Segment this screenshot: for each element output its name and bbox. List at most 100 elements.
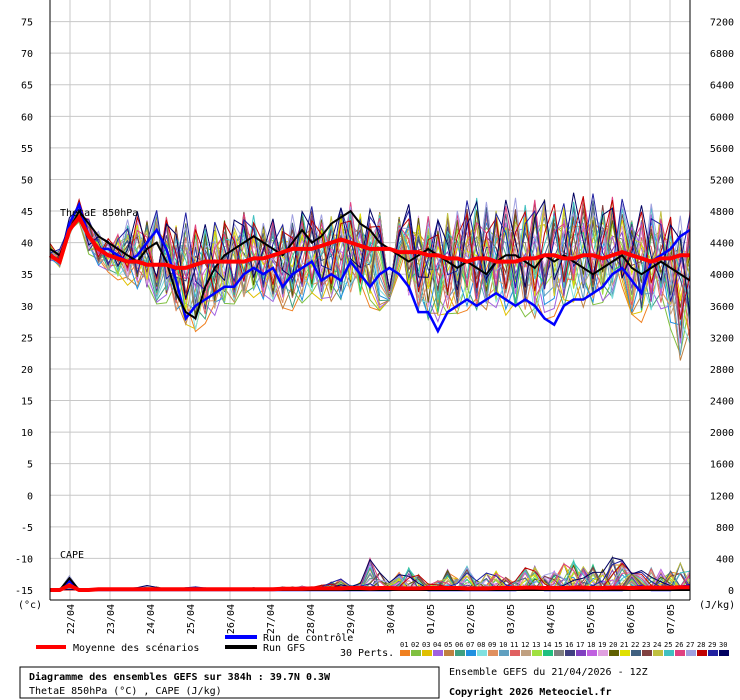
right-tick-label: 1600: [710, 460, 734, 471]
right-tick-label: 0: [728, 586, 734, 597]
pert-legend-label: 26: [675, 641, 683, 649]
perturbation-thetae-line: [49, 203, 691, 324]
pert-legend-swatch: [708, 650, 718, 656]
right-tick-label: 2000: [710, 428, 734, 439]
pert-legend-label: 30: [719, 641, 727, 649]
right-tick-label: 2400: [710, 397, 734, 408]
x-tick-label: 04/05: [546, 604, 557, 634]
right-axis-ticks: 7600720068006400600056005200480044004000…: [710, 18, 734, 597]
pert-legend-label: 18: [587, 641, 595, 649]
pert-legend-swatch: [587, 650, 597, 656]
pert-legend-swatch: [620, 650, 630, 656]
right-tick-label: 3200: [710, 333, 734, 344]
title-line-1: Diagramme des ensembles GEFS sur 384h : …: [29, 671, 331, 683]
left-tick-label: 60: [21, 112, 33, 123]
x-tick-label: 26/04: [226, 604, 237, 634]
left-tick-label: 0: [27, 491, 33, 502]
perturbation-thetae-line: [49, 199, 691, 328]
pert-legend-swatch: [719, 650, 729, 656]
pert-legend-swatch: [455, 650, 465, 656]
pert-legend-swatch: [565, 650, 575, 656]
cape-panel-label: CAPE: [60, 550, 84, 561]
right-tick-label: 4800: [710, 207, 734, 218]
x-axis-ticks: 22/04 23/04 24/04 25/04 26/04 27/04 28/04 29/04…: [66, 604, 677, 634]
pert-legend-label: 24: [653, 641, 661, 649]
pert-legend-swatch: [664, 650, 674, 656]
pert-legend-label: 14: [543, 641, 551, 649]
pert-legend-label: 11: [510, 641, 518, 649]
x-tick-label: 24/04: [146, 604, 157, 634]
pert-legend-label: 05: [444, 641, 452, 649]
pert-legend-label: 02: [411, 641, 419, 649]
pert-legend-label: 06: [455, 641, 463, 649]
legend-mean-label: Moyenne des scénarios: [73, 642, 199, 654]
left-tick-label: 55: [21, 144, 33, 155]
legend-perts-label: 30 Perts.: [340, 648, 394, 659]
x-tick-label: 25/04: [186, 604, 197, 634]
pert-legend-label: 20: [609, 641, 617, 649]
thetae-panel-label: ThetaE 850hPa: [60, 208, 138, 219]
pert-legend-label: 13: [532, 641, 540, 649]
left-tick-label: 35: [21, 270, 33, 281]
legend-gfs-label: Run GFS: [263, 643, 305, 654]
copyright: Copyright 2026 Meteociel.fr: [449, 686, 612, 698]
pert-legend-swatch: [422, 650, 432, 656]
pert-legend-swatch: [598, 650, 608, 656]
left-tick-label: 65: [21, 81, 33, 92]
left-tick-label: 15: [21, 397, 33, 408]
pert-legend-swatch: [411, 650, 421, 656]
pert-legend-swatch: [510, 650, 520, 656]
pert-legend-swatch: [686, 650, 696, 656]
right-tick-label: 4000: [710, 270, 734, 281]
x-tick-label: 06/05: [626, 604, 637, 634]
pert-legend-label: 27: [686, 641, 694, 649]
pert-legend-swatch: [488, 650, 498, 656]
series-cape-line: [50, 583, 690, 592]
perturbation-thetae-line: [49, 196, 691, 320]
legend-control-label: Run de contrôle: [263, 632, 353, 644]
left-tick-label: 30: [21, 302, 33, 313]
pert-legend-label: 25: [664, 641, 672, 649]
x-tick-label: 27/04: [266, 604, 277, 634]
left-tick-label: 70: [21, 49, 33, 60]
perturbation-thetae-line: [49, 199, 691, 305]
x-tick-label: 22/04: [66, 604, 77, 634]
legend: Moyenne des scénarios Run de contrôle Ru…: [36, 632, 729, 659]
perturbation-thetae-line: [49, 209, 691, 323]
pert-legend-label: 23: [642, 641, 650, 649]
x-tick-label: 03/05: [506, 604, 517, 634]
left-tick-label: 20: [21, 365, 33, 376]
left-axis-ticks: 80757065605550454035302520151050-5-10-15: [15, 18, 33, 597]
right-tick-label: 800: [716, 523, 734, 534]
left-tick-label: 50: [21, 175, 33, 186]
pert-legend-label: 07: [466, 641, 474, 649]
title-line-2: ThetaE 850hPa (°C) , CAPE (J/kg): [29, 686, 222, 697]
right-tick-label: 7200: [710, 18, 734, 29]
run-info: Ensemble GEFS du 21/04/2026 - 12Z: [449, 667, 648, 678]
pert-legend-label: 08: [477, 641, 485, 649]
right-tick-label: 400: [716, 554, 734, 565]
pert-legend-swatch: [642, 650, 652, 656]
left-tick-label: 5: [27, 460, 33, 471]
series-thetae-line: [49, 209, 691, 320]
pert-legend-swatch: [576, 650, 586, 656]
pert-legend: 01 02 03 04 05 06 07 08 09 10 11 12 13 14 15 16 17 18 19 20…: [400, 641, 729, 656]
left-tick-label: -5: [21, 523, 33, 534]
x-tick-label: 02/05: [466, 604, 477, 634]
left-tick-label: 10: [21, 428, 33, 439]
left-tick-label: -15: [15, 586, 33, 597]
left-tick-label: -10: [15, 554, 33, 565]
pert-legend-label: 16: [565, 641, 573, 649]
right-tick-label: 2800: [710, 365, 734, 376]
pert-legend-label: 01: [400, 641, 408, 649]
left-tick-label: 40: [21, 239, 33, 250]
pert-legend-swatch: [532, 650, 542, 656]
pert-legend-swatch: [477, 650, 487, 656]
pert-legend-label: 19: [598, 641, 606, 649]
x-tick-label: 05/05: [586, 604, 597, 634]
right-tick-label: 5600: [710, 144, 734, 155]
series-thetae-line: [48, 213, 690, 270]
pert-legend-label: 12: [521, 641, 529, 649]
pert-legend-swatch: [433, 650, 443, 656]
